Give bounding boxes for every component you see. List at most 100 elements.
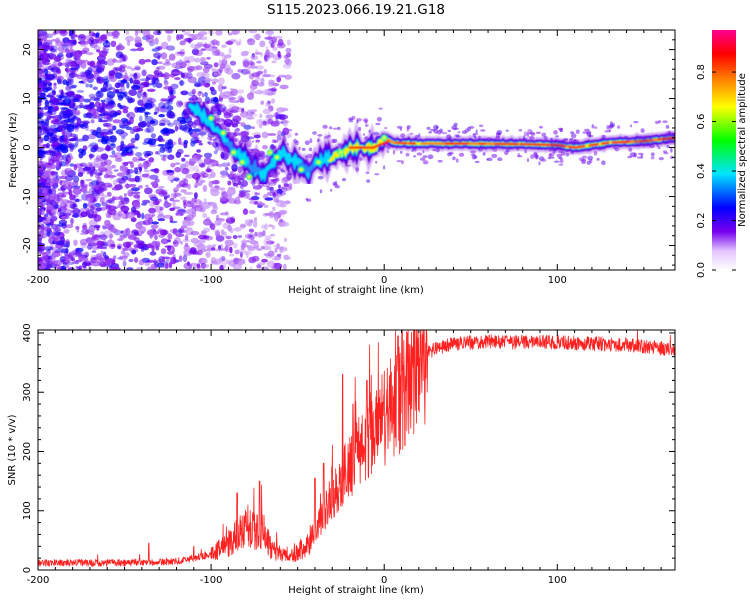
- noise-blob: [122, 241, 132, 248]
- noise-blob: [608, 125, 614, 129]
- noise-blob: [171, 71, 180, 75]
- noise-blob: [348, 117, 354, 121]
- noise-blob: [229, 109, 239, 113]
- noise-blob: [332, 181, 336, 186]
- noise-blob: [594, 126, 598, 129]
- noise-blob: [356, 119, 359, 124]
- noise-blob: [157, 262, 165, 268]
- noise-blob: [119, 131, 128, 138]
- noise-blob: [106, 58, 115, 66]
- noise-blob: [234, 249, 240, 255]
- noise-blob: [123, 77, 132, 82]
- noise-blob: [271, 60, 277, 64]
- ridge-knot-core: [240, 160, 244, 164]
- spectrogram-x-tick-label: -100: [200, 275, 223, 286]
- noise-blob: [242, 208, 249, 215]
- ridge-bulge: [550, 139, 565, 152]
- noise-blob: [195, 250, 203, 256]
- noise-blob: [38, 198, 43, 203]
- noise-blob: [78, 80, 85, 84]
- snr-ticks: -200 -100 0 100 0 100 200 300 400: [22, 323, 675, 586]
- noise-blob: [203, 227, 211, 233]
- noise-blob: [558, 163, 564, 166]
- noise-blob: [280, 221, 290, 227]
- noise-blob: [286, 39, 291, 46]
- noise-blob: [201, 263, 210, 269]
- noise-blob: [136, 212, 142, 219]
- noise-blob: [38, 59, 43, 66]
- noise-blob: [48, 158, 55, 165]
- noise-blob: [248, 228, 255, 233]
- noise-blob: [251, 109, 258, 113]
- noise-blob: [99, 94, 103, 98]
- noise-blob: [366, 179, 371, 183]
- noise-blob: [332, 127, 338, 130]
- noise-blob: [95, 91, 103, 98]
- noise-blob: [427, 154, 434, 160]
- noise-blob: [284, 200, 291, 205]
- noise-blob: [64, 128, 73, 131]
- noise-blob: [559, 158, 564, 164]
- noise-blob: [482, 152, 486, 156]
- noise-blob: [121, 162, 126, 165]
- noise-blob: [260, 77, 265, 84]
- noise-blob: [166, 110, 172, 114]
- noise-blob: [38, 139, 41, 146]
- snr-y-tick-label: 100: [22, 501, 33, 520]
- noise-blob: [232, 263, 242, 270]
- noise-blob: [243, 191, 249, 199]
- noise-blob: [248, 65, 258, 69]
- noise-blob: [655, 120, 659, 124]
- noise-blob: [629, 152, 636, 158]
- noise-blob: [473, 155, 478, 159]
- noise-blob: [319, 189, 323, 194]
- noise-blob: [200, 56, 206, 63]
- noise-blob: [167, 251, 174, 255]
- noise-blob: [117, 245, 121, 249]
- noise-blob: [166, 45, 176, 51]
- noise-blob: [426, 126, 431, 130]
- noise-blob: [220, 248, 228, 251]
- noise-blob: [82, 134, 89, 142]
- noise-blob: [141, 92, 148, 98]
- spectrogram-ridge-layer: [183, 87, 675, 198]
- noise-blob: [154, 37, 159, 45]
- noise-blob: [167, 95, 177, 99]
- noise-blob: [191, 48, 199, 56]
- noise-blob: [41, 203, 45, 208]
- noise-blob: [148, 103, 156, 108]
- noise-blob: [98, 186, 103, 192]
- noise-blob: [38, 30, 48, 37]
- noise-blob: [257, 263, 261, 270]
- noise-blob: [41, 75, 46, 79]
- noise-blob: [201, 201, 211, 210]
- noise-blob: [104, 261, 111, 266]
- noise-blob: [129, 48, 139, 52]
- colorbar-tick-label: 0.0: [696, 262, 707, 278]
- noise-blob: [227, 224, 232, 232]
- noise-blob: [57, 62, 63, 67]
- noise-blob: [253, 33, 262, 40]
- noise-blob: [96, 126, 102, 132]
- noise-blob: [52, 60, 58, 69]
- noise-blob: [108, 175, 114, 180]
- noise-blob: [96, 175, 102, 182]
- noise-blob: [231, 180, 237, 184]
- noise-blob: [82, 47, 90, 53]
- noise-blob: [197, 177, 205, 185]
- noise-blob: [214, 248, 224, 252]
- noise-blob: [176, 116, 185, 123]
- noise-blob: [96, 49, 101, 53]
- noise-blob: [229, 246, 233, 254]
- noise-blob: [239, 251, 243, 258]
- noise-blob: [262, 108, 272, 115]
- noise-blob: [127, 177, 137, 182]
- noise-blob: [196, 71, 206, 78]
- noise-blob: [170, 256, 177, 265]
- noise-blob: [61, 154, 70, 161]
- noise-blob: [119, 91, 124, 95]
- noise-blob: [271, 225, 276, 230]
- noise-blob: [120, 197, 130, 205]
- noise-blob: [38, 209, 41, 215]
- noise-blob: [170, 141, 177, 146]
